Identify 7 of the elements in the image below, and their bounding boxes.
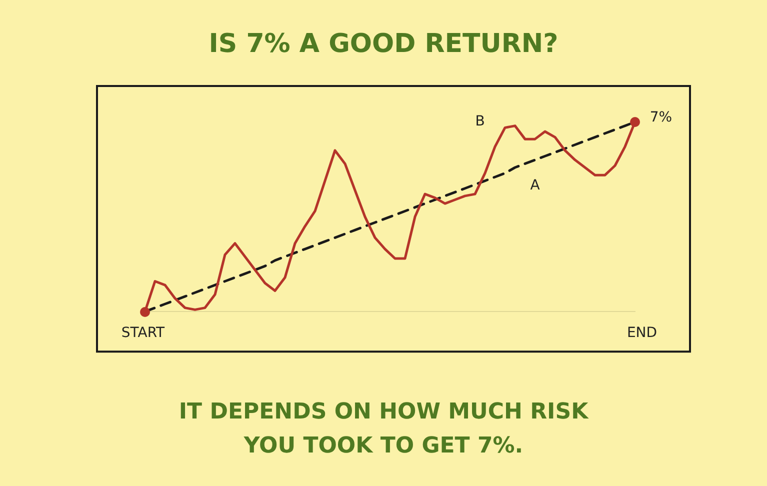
text: IT DEPENDS ON HOW MUCH RISK YOU TOOK TO GET 7%. (178, 400, 590, 459)
text: 7% (650, 110, 672, 126)
text: START (121, 325, 166, 342)
chart-title: IS 7% A GOOD RETURN? (208, 28, 558, 59)
annotation: B (475, 114, 485, 130)
annotation: A (530, 178, 540, 194)
text: END (626, 325, 658, 342)
